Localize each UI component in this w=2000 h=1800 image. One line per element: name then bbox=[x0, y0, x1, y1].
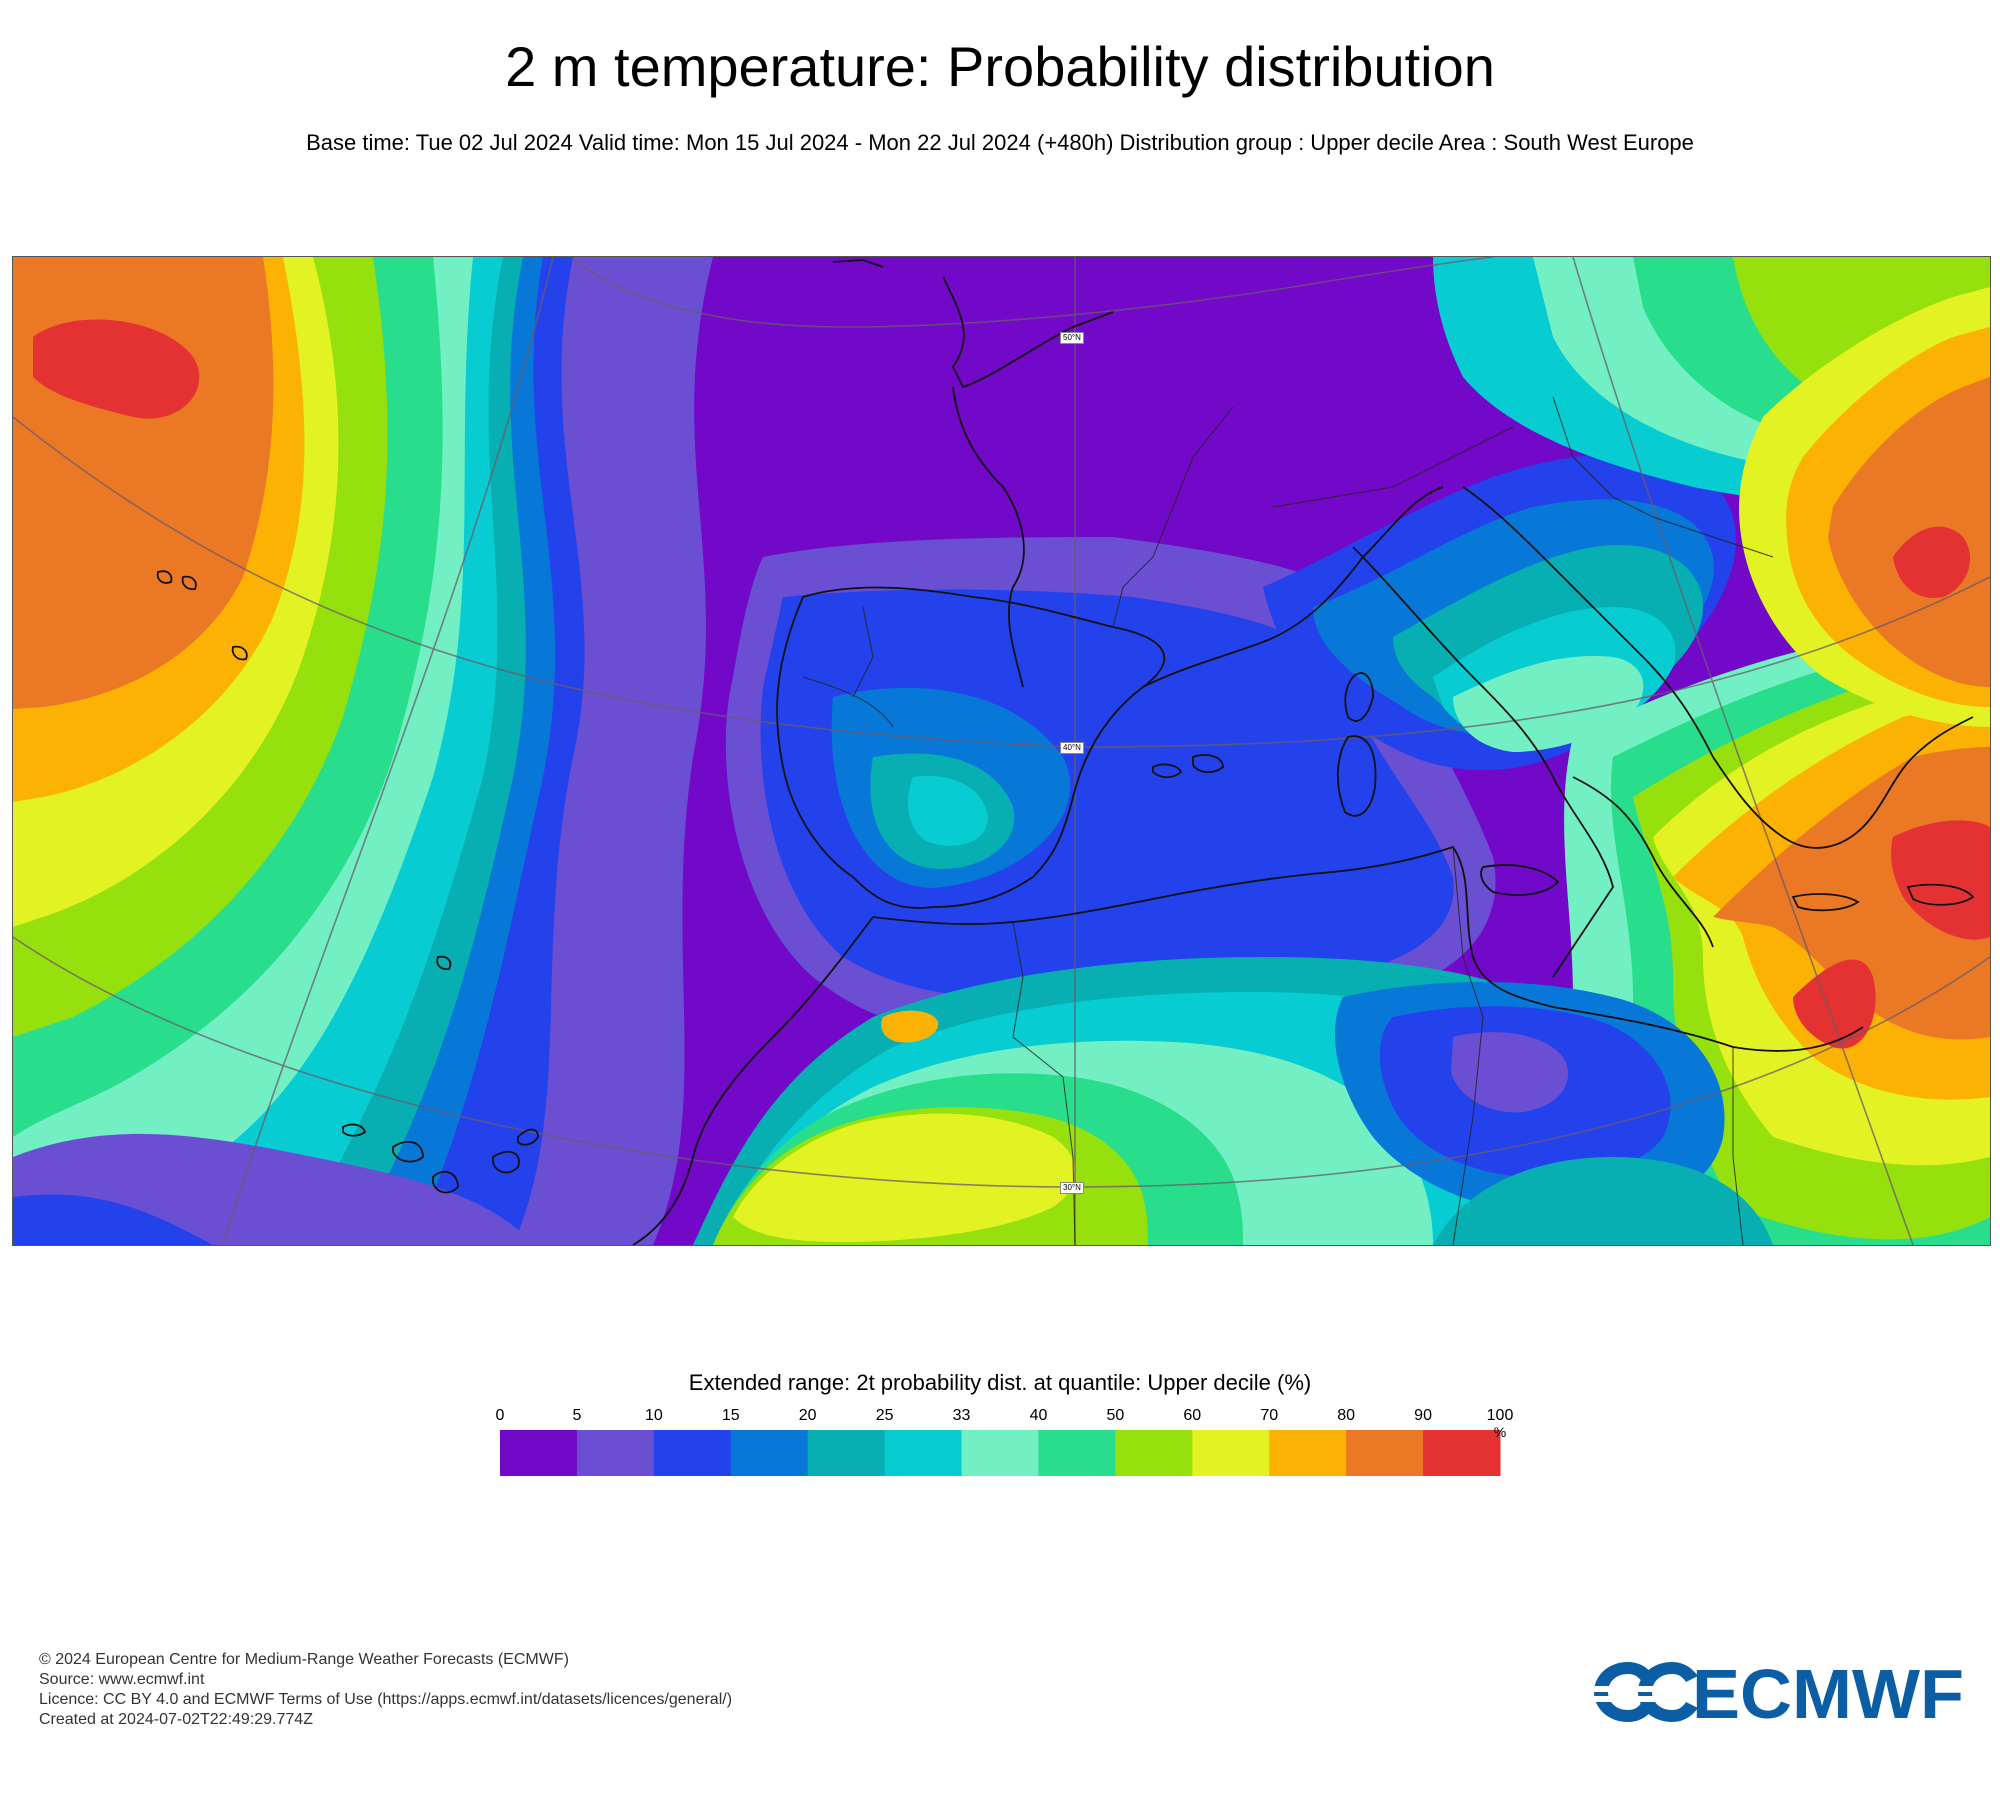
lat-label-50n: 50°N bbox=[1060, 332, 1084, 344]
legend-tick-label: 0 bbox=[496, 1407, 505, 1424]
created-line: Created at 2024-07-02T22:49:29.774Z bbox=[39, 1711, 313, 1728]
legend-swatch bbox=[1423, 1430, 1501, 1476]
legend-swatch bbox=[1346, 1430, 1424, 1476]
coastlines bbox=[156, 259, 1975, 1245]
legend-swatch bbox=[961, 1430, 1039, 1476]
ecmwf-logo: ECMWF bbox=[1588, 1655, 1964, 1728]
legend-tick-label: 70 bbox=[1260, 1407, 1278, 1424]
color-legend: 0 5 10 15 20 25 33 40 50 60 70 80 90 100 % bbox=[496, 1407, 1514, 1476]
licence-line: Licence: CC BY 4.0 and ECMWF Terms of Us… bbox=[39, 1691, 733, 1708]
legend-swatch bbox=[1192, 1430, 1270, 1476]
legend-tick-label: 90 bbox=[1414, 1407, 1432, 1424]
legend-swatches bbox=[500, 1430, 1501, 1476]
legend-tick-label: 25 bbox=[876, 1407, 894, 1424]
legend-tick-label: 80 bbox=[1337, 1407, 1355, 1424]
legend-tick-label: 5 bbox=[572, 1407, 581, 1424]
ecmwf-logo-text: ECMWF bbox=[1692, 1655, 1964, 1728]
legend-tick-label: 50 bbox=[1106, 1407, 1124, 1424]
legend-tick-label: 60 bbox=[1183, 1407, 1201, 1424]
copyright-line: © 2024 European Centre for Medium-Range … bbox=[39, 1651, 569, 1668]
legend-tick-label: 10 bbox=[645, 1407, 663, 1424]
chart-subtitle: Base time: Tue 02 Jul 2024 Valid time: M… bbox=[306, 130, 1694, 155]
map-field-layers bbox=[13, 257, 1990, 1245]
lat-label-40n: 40°N bbox=[1060, 742, 1084, 754]
legend-tick-label: 100 bbox=[1487, 1407, 1514, 1424]
legend-swatch bbox=[576, 1430, 655, 1476]
chart-title: 2 m temperature: Probability distributio… bbox=[505, 35, 1495, 98]
legend-title: Extended range: 2t probability dist. at … bbox=[688, 1370, 1312, 1395]
legend-ticks: 0 5 10 15 20 25 33 40 50 60 70 80 90 100 bbox=[496, 1407, 1514, 1424]
legend-swatch bbox=[1269, 1430, 1347, 1476]
ecmwf-logo-mark bbox=[1588, 1662, 1698, 1722]
legend-tick-label: 33 bbox=[953, 1407, 971, 1424]
probability-map bbox=[12, 256, 1991, 1246]
lat-label-30n: 30°N bbox=[1060, 1182, 1084, 1194]
legend-tick-label: 20 bbox=[799, 1407, 817, 1424]
legend-swatch bbox=[730, 1430, 809, 1476]
footer: © 2024 European Centre for Medium-Range … bbox=[39, 1650, 732, 1730]
legend-swatch bbox=[500, 1430, 578, 1476]
legend-tick-label: 40 bbox=[1030, 1407, 1048, 1424]
legend-swatch bbox=[884, 1430, 963, 1476]
legend-swatch bbox=[807, 1430, 886, 1476]
legend-tick-label: 15 bbox=[722, 1407, 740, 1424]
legend-swatch bbox=[653, 1430, 732, 1476]
legend-swatch bbox=[1038, 1430, 1116, 1476]
legend-swatch bbox=[1115, 1430, 1193, 1476]
legend-unit: % bbox=[1494, 1424, 1506, 1440]
source-line: Source: www.ecmwf.int bbox=[39, 1671, 205, 1688]
borders bbox=[802, 396, 1774, 1245]
